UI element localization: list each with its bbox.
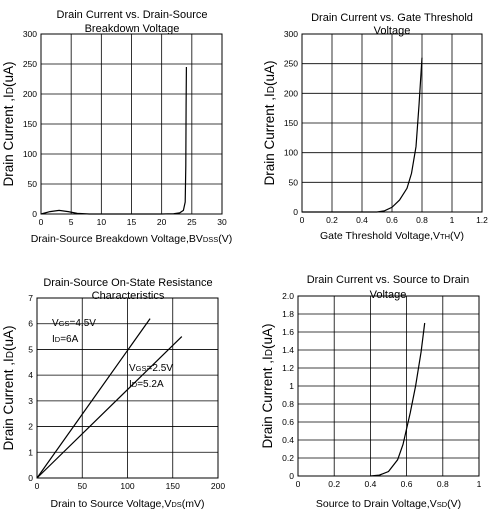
x-tick-label: 5 — [69, 217, 74, 227]
x-tick-label: 50 — [78, 481, 88, 491]
x-tick-label: 0.2 — [326, 215, 338, 225]
y-tick-label: 2 — [28, 422, 33, 432]
series-line-1 — [302, 57, 423, 213]
y-tick-label: 50 — [28, 179, 38, 189]
chart-panel-2: Drain Current vs. Gate ThresholdVoltage0… — [262, 12, 488, 242]
y-tick-label: 100 — [284, 148, 298, 158]
x-tick-label: 0.4 — [356, 215, 368, 225]
curve-annotation: ID=6A — [52, 334, 79, 345]
x-tick-label: 0 — [300, 215, 305, 225]
x-tick-label: 20 — [157, 217, 167, 227]
y-tick-label: 0 — [28, 473, 33, 483]
x-tick-label: 0 — [39, 217, 44, 227]
chart-title: Drain Current vs. Gate Threshold — [311, 12, 473, 24]
x-tick-label: 25 — [187, 217, 197, 227]
y-tick-label: 1.8 — [282, 309, 294, 319]
x-axis-label: Drain-Source Breakdown Voltage,BVDSS(V) — [31, 233, 233, 245]
series-line-1 — [40, 66, 187, 215]
x-tick-label: 0 — [35, 481, 40, 491]
chart-panel-4: Drain Current vs. Source to Drain Voltage… — [260, 274, 482, 510]
x-tick-label: 0.6 — [386, 215, 398, 225]
x-tick-label: 0.2 — [328, 479, 340, 489]
curve-annotation: VGS=4.5V — [52, 318, 96, 329]
x-tick-label: 0 — [296, 479, 301, 489]
y-tick-label: 1.2 — [282, 363, 294, 373]
y-tick-label: 0 — [293, 207, 298, 217]
y-tick-label: 0 — [289, 471, 294, 481]
y-tick-label: 6 — [28, 319, 33, 329]
y-tick-label: 0.8 — [282, 399, 294, 409]
y-tick-label: 300 — [284, 29, 298, 39]
x-axis-label: Drain to Source Voltage,VDS(mV) — [51, 498, 205, 510]
plot-frame — [301, 33, 483, 213]
chart-title: Characteristics — [92, 290, 165, 302]
chart-title: Breakdown Voltage — [85, 23, 180, 35]
x-tick-label: 1 — [450, 215, 455, 225]
plot-frame — [36, 297, 219, 479]
x-tick-label: 0.4 — [364, 479, 376, 489]
y-tick-label: 150 — [284, 118, 298, 128]
series-line-1 — [36, 318, 151, 479]
y-tick-label: 1.6 — [282, 327, 294, 337]
x-tick-label: 15 — [127, 217, 137, 227]
y-tick-label: 250 — [23, 59, 37, 69]
y-tick-label: 0.4 — [282, 435, 294, 445]
y-axis-label: Drain Current ,ID(uA) — [262, 60, 277, 185]
y-tick-label: 5 — [28, 344, 33, 354]
y-tick-label: 200 — [23, 89, 37, 99]
curve-annotation: ID=5.2A — [129, 379, 164, 390]
chart-panel-3: Drain-Source On-State ResistanceCharacte… — [1, 277, 225, 510]
y-tick-label: 50 — [289, 177, 299, 187]
y-tick-label: 0.2 — [282, 453, 294, 463]
y-tick-label: 0.6 — [282, 417, 294, 427]
x-tick-label: 0.8 — [437, 479, 449, 489]
y-tick-label: 3 — [28, 396, 33, 406]
x-tick-label: 150 — [166, 481, 180, 491]
x-tick-label: 1 — [477, 479, 482, 489]
y-tick-label: 1 — [289, 381, 294, 391]
y-tick-label: 150 — [23, 119, 37, 129]
chart-title: Voltage — [370, 289, 407, 301]
x-axis-label: Source to Drain Voltage,VSD(V) — [316, 498, 461, 510]
y-axis-label: Drain Current ,ID(uA) — [1, 325, 16, 450]
curve-annotation: VGS=2.5V — [129, 363, 173, 374]
y-tick-label: 0 — [32, 209, 37, 219]
x-tick-label: 1.2 — [476, 215, 488, 225]
plot-frame — [297, 295, 480, 477]
y-tick-label: 100 — [23, 149, 37, 159]
chart-title: Drain Current vs. Drain-Source — [57, 9, 208, 21]
y-tick-label: 1.4 — [282, 345, 294, 355]
y-axis-label: Drain Current ,ID(uA) — [1, 61, 16, 186]
y-tick-label: 250 — [284, 59, 298, 69]
x-tick-label: 0.8 — [416, 215, 428, 225]
y-axis-label: Drain Current ,ID(uA) — [260, 323, 275, 448]
y-tick-label: 2.0 — [282, 291, 294, 301]
y-tick-label: 300 — [23, 29, 37, 39]
chart-title: Drain Current vs. Source to Drain — [307, 274, 470, 286]
x-tick-label: 100 — [120, 481, 134, 491]
y-tick-label: 7 — [28, 293, 33, 303]
x-tick-label: 10 — [97, 217, 107, 227]
y-tick-label: 200 — [284, 88, 298, 98]
x-tick-label: 30 — [217, 217, 227, 227]
series-line-1 — [370, 322, 426, 477]
x-axis-label: Gate Threshold Voltage,VTH(V) — [320, 230, 464, 242]
chart-panel-1: Drain Current vs. Drain-Source Breakdown … — [1, 9, 232, 245]
series-line-2 — [36, 336, 183, 479]
chart-title: Drain-Source On-State Resistance — [43, 277, 212, 289]
y-tick-label: 1 — [28, 447, 33, 457]
x-tick-label: 200 — [211, 481, 225, 491]
y-tick-label: 4 — [28, 370, 33, 380]
x-tick-label: 0.6 — [401, 479, 413, 489]
